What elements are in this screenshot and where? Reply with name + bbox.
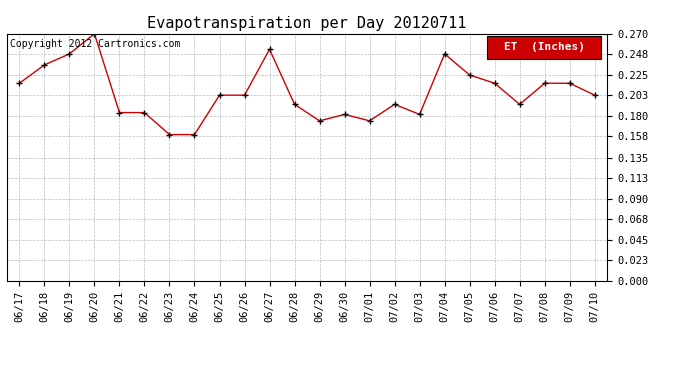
Text: ET  (Inches): ET (Inches): [504, 42, 584, 52]
Text: Copyright 2012 Cartronics.com: Copyright 2012 Cartronics.com: [10, 39, 180, 49]
Title: Evapotranspiration per Day 20120711: Evapotranspiration per Day 20120711: [148, 16, 466, 31]
FancyBboxPatch shape: [487, 36, 601, 58]
